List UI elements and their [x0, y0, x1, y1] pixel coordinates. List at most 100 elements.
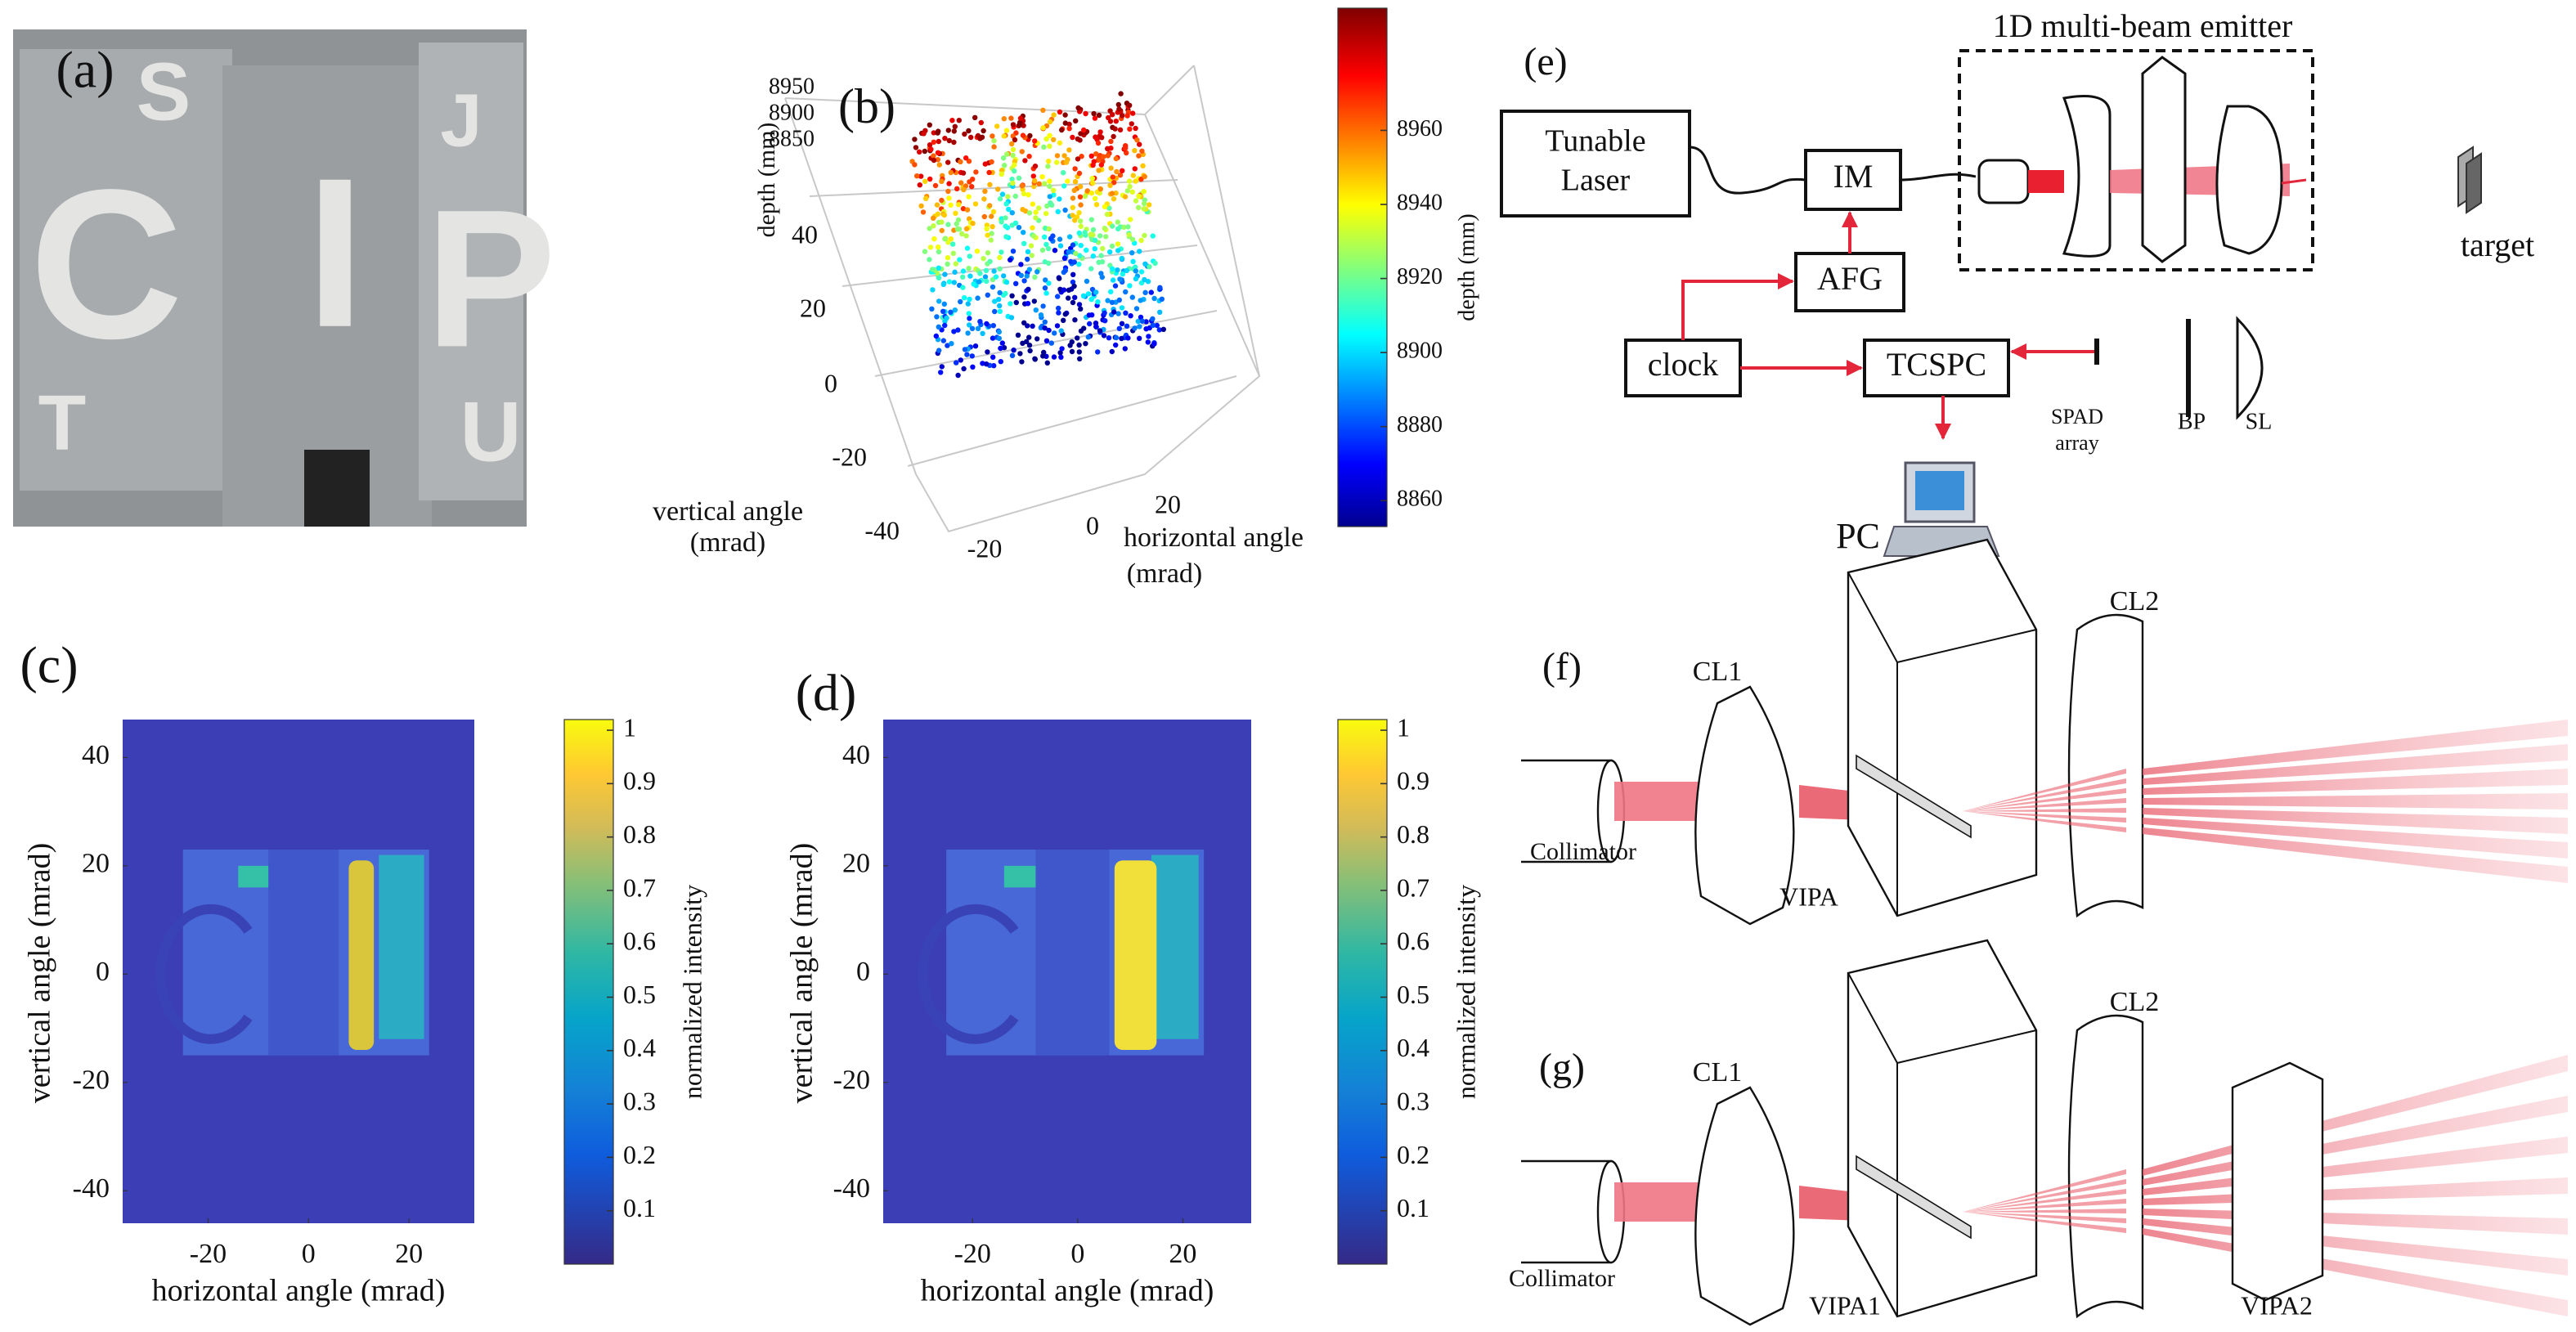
- scatter-dot: [1115, 311, 1121, 316]
- scatter-dot: [1013, 280, 1019, 286]
- scatter-dot: [1139, 148, 1145, 154]
- scatter-dot: [1061, 153, 1067, 159]
- y-tick-label: 40: [792, 219, 818, 249]
- scatter-dot: [967, 253, 973, 259]
- scatter-dot: [955, 327, 961, 333]
- scatter-dot: [990, 133, 995, 139]
- scatter-dot: [1043, 241, 1049, 248]
- scatter-dot: [1008, 115, 1014, 121]
- colorbar-tick-label: 0.9: [623, 766, 656, 796]
- scatter-dot: [991, 138, 997, 144]
- scatter-dot: [981, 196, 987, 202]
- scatter-dot: [1019, 359, 1025, 365]
- scatter-dot: [1095, 299, 1101, 305]
- heatmap-region: [1035, 849, 1110, 1056]
- scatter-dot: [948, 309, 954, 315]
- scatter-dot: [1090, 226, 1097, 233]
- scatter-dot: [1099, 259, 1106, 265]
- scatter-dot: [954, 221, 960, 226]
- scatter-dot: [918, 173, 924, 179]
- beam-fan: [1963, 1212, 2126, 1223]
- scatter-dot: [1059, 127, 1065, 133]
- scatter-dot: [1083, 110, 1088, 117]
- scatter-dot: [960, 285, 966, 290]
- heatmap-region: [268, 849, 339, 1056]
- scatter-dot: [1137, 249, 1142, 254]
- scatter-dot: [949, 341, 954, 347]
- scatter-dot: [1122, 346, 1129, 352]
- scatter-dot: [990, 224, 995, 230]
- scatter-dot: [1099, 135, 1105, 141]
- scatter-dot: [984, 226, 990, 231]
- y-tick-label: 20: [842, 849, 870, 879]
- scatter-dot: [940, 338, 947, 343]
- scatter-dot: [1084, 247, 1089, 253]
- scatter-dot: [1110, 174, 1116, 180]
- scatter-dot: [1070, 134, 1075, 141]
- scatter-dot: [1003, 128, 1010, 133]
- scatter-dot: [936, 162, 943, 168]
- scatter-dot: [1045, 164, 1051, 169]
- scatter-dot: [1077, 253, 1083, 258]
- scatter-dot: [1021, 278, 1027, 284]
- colorbar-tick-label: 8940: [1397, 190, 1443, 215]
- scatter-dot: [1109, 348, 1115, 355]
- scatter-dot: [914, 173, 920, 179]
- scatter-dot: [1004, 151, 1010, 157]
- scatter-dot: [1119, 335, 1124, 342]
- photo-mount: [304, 450, 370, 527]
- scatter-dot: [936, 138, 942, 145]
- y-tick-label: -20: [73, 1065, 110, 1096]
- scatter-dot: [1009, 352, 1016, 358]
- beam-fan: [1963, 1189, 2126, 1212]
- colorbar-tick-label: 0.5: [623, 980, 656, 1009]
- scatter-dot: [999, 191, 1006, 197]
- scatter-dot: [1093, 324, 1099, 330]
- scatter-dot: [993, 274, 999, 280]
- scatter-dot: [1052, 248, 1058, 253]
- scatter-dot: [1061, 287, 1067, 293]
- x-tick-label: -20: [190, 1239, 227, 1269]
- scatter-dot: [960, 206, 967, 212]
- colorbar-tick-label: 0.9: [1397, 766, 1429, 796]
- scatter-dot: [1073, 118, 1079, 123]
- scatter-dot: [1133, 306, 1140, 312]
- scatter-dot: [1127, 184, 1133, 190]
- scatter-dot: [1061, 317, 1066, 323]
- scatter-dot: [1005, 194, 1011, 200]
- scatter-dot: [939, 178, 945, 184]
- scatter-dot: [968, 134, 974, 141]
- scatter-dot: [964, 245, 971, 251]
- y-tick-label: 40: [842, 740, 870, 770]
- scatter-dot: [1042, 181, 1048, 186]
- scatter-dot: [1047, 119, 1053, 125]
- scatter-dot: [1066, 121, 1072, 128]
- scatter-dot: [1136, 193, 1142, 200]
- beam-fan: [2143, 818, 2568, 859]
- beam: [1614, 782, 1721, 821]
- scatter-dot: [1055, 209, 1061, 214]
- scatter-dot: [1120, 113, 1125, 119]
- scatter-dot: [1030, 173, 1037, 179]
- scatter-dot: [1111, 180, 1117, 186]
- colorbar-label: normalized intensity: [1451, 885, 1480, 1099]
- scatter-dot: [1048, 235, 1054, 241]
- scatter-dot: [1134, 137, 1140, 143]
- scatter-dot: [1010, 122, 1016, 128]
- scatter-dot: [1054, 159, 1060, 165]
- colorbar-label: normalized intensity: [677, 885, 707, 1099]
- scatter-dot: [927, 244, 934, 250]
- colorbar-tick-label: 0.4: [623, 1033, 656, 1062]
- beam-fan: [2143, 827, 2568, 883]
- scatter-dot: [946, 279, 953, 285]
- scatter-dot: [934, 202, 940, 208]
- scatter-dot: [1111, 196, 1117, 202]
- scatter-dot: [1087, 321, 1093, 327]
- scatter-dot: [1018, 262, 1024, 267]
- scatter-dot: [1040, 353, 1046, 359]
- scatter-dot: [1113, 191, 1119, 196]
- scatter-dot: [1066, 287, 1072, 293]
- scatter-dot: [1115, 241, 1121, 247]
- scatter-dot: [1042, 325, 1048, 331]
